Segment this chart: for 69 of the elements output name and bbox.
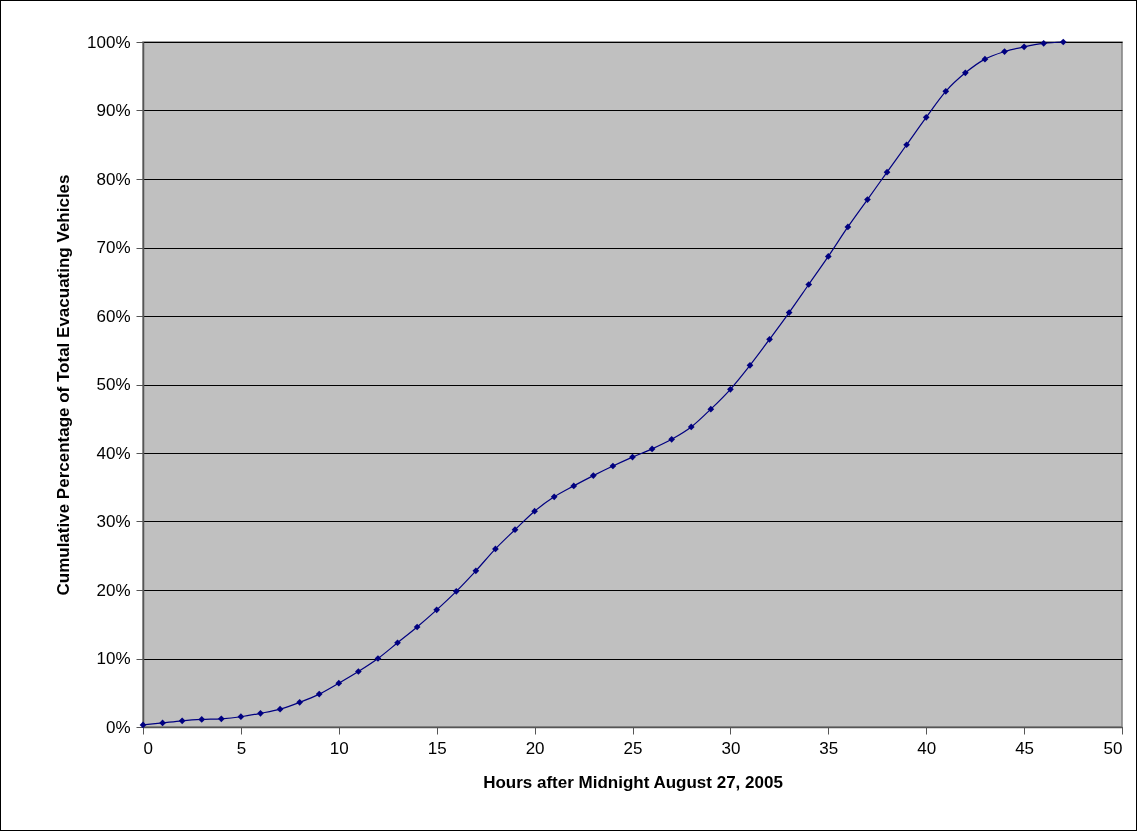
point [922,114,930,121]
x-tick-label: 25 [623,738,643,758]
point [237,713,245,721]
point [296,698,303,706]
point [217,715,225,723]
x-tick-label: 45 [1015,738,1035,758]
point [805,281,813,288]
point [276,705,284,713]
point [355,668,362,675]
point [472,567,480,575]
point [844,223,852,231]
point [257,709,264,717]
point [766,335,773,343]
point [707,405,715,413]
x-tick-label: 30 [721,738,741,758]
point [1040,40,1048,47]
y-tick-label: 100% [87,32,131,52]
point [198,716,206,723]
point [570,482,578,490]
point [531,507,538,515]
x-tick-label: 5 [236,738,247,758]
y-tick-label: 0% [105,717,131,737]
y-tick-label: 20% [96,580,131,600]
point [903,141,910,149]
x-tick-label: 40 [917,738,937,758]
point [981,55,989,63]
point [159,719,166,727]
point [727,385,734,393]
y-tick-label: 60% [96,306,131,326]
point [746,361,754,369]
x-tick-label: 35 [819,738,839,758]
y-tick-label: 80% [96,169,131,189]
point [962,69,969,77]
y-tick-label: 30% [96,512,131,531]
x-tick-label: 20 [525,738,545,758]
y-tick-label: 40% [96,443,131,463]
point [178,717,186,725]
point [589,472,597,479]
x-tick-label: 50 [1103,738,1123,758]
point [315,690,323,698]
point [511,526,519,534]
point [335,679,343,687]
point [1059,38,1067,46]
point [687,423,695,431]
point [942,87,950,95]
point [883,168,891,176]
y-axis-title: Cumulative Percentage of Total Evacuating Vehicles [54,174,74,596]
x-axis-title: Hours after Midnight August 27, 2005 [483,772,783,792]
y-tick-label: 90% [96,101,131,120]
point [394,639,401,647]
y-tick-label: 50% [96,375,131,394]
y-tick-label: 10% [96,649,131,668]
point [452,588,460,595]
point [433,606,441,614]
point [1001,48,1008,55]
point [668,435,676,443]
point [609,462,617,470]
point [864,196,871,203]
point [492,545,499,553]
x-tick-label: 0 [143,738,153,758]
x-tick-label: 15 [427,738,447,758]
point [824,253,832,260]
point [648,445,656,453]
x-tick-label: 10 [329,738,349,758]
point [1020,43,1028,51]
point [785,309,793,316]
point [413,623,421,631]
y-tick-label: 70% [96,238,131,257]
point [550,493,558,501]
